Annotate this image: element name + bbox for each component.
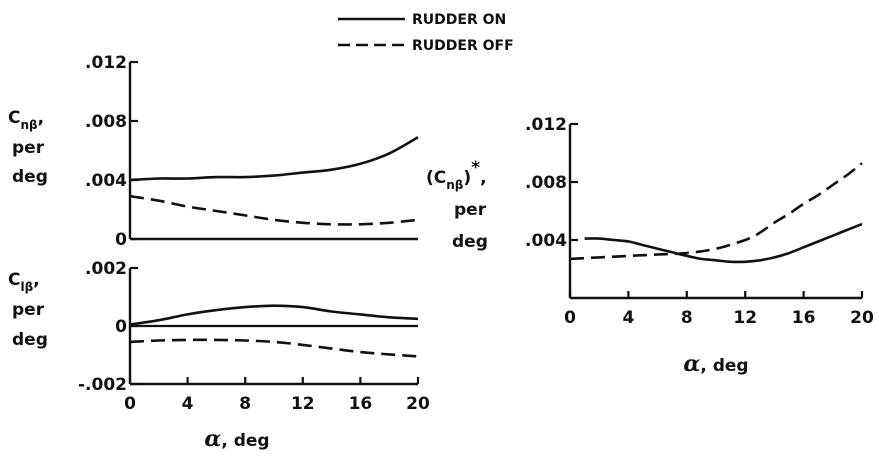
top-left-ytick-label: .012 [85,53,127,73]
top-left-series-rudder-on [129,136,419,182]
right-ylabel: (Cnβ)*, per deg [426,158,488,252]
top-left-ylabel-sub: nβ [20,118,38,132]
top-left-ylabel-deg: deg [12,167,48,187]
bottom-left-xtick-label: 8 [239,394,251,414]
right-xlabel: α, deg [683,351,748,377]
bottom-left-ylabel-c: Clβ, [8,270,40,294]
right-ylabel-star: * [471,158,480,178]
bottom-left-ylabel-per: per [12,300,45,320]
right-ylabel-comma: , [480,168,486,188]
right-xtick-label: 4 [622,308,634,328]
left-xlabel-symbol: α [204,426,221,452]
right-ylabel-main: (Cnβ)*, [426,158,487,192]
right-xtick-label: 20 [850,308,874,328]
top-left-series-rudder-off [129,194,419,226]
bottom-left-ylabel: Clβ, per deg [8,270,48,350]
right-series-rudder-on [584,222,863,264]
bottom-left-ylabel-comma: , [33,270,39,290]
legend: RUDDER ON RUDDER OFF [338,12,514,54]
right-ylabel-deg: deg [452,232,488,252]
right-ylabel-sub: nβ [446,178,464,192]
bottom-left-ylabel-deg: deg [12,330,48,350]
top-left-ytick-label: .004 [85,171,127,191]
bottom-left-xtick-label: 0 [124,394,136,414]
right-xtick-label: 16 [792,308,816,328]
bottom-left-xtick-label: 20 [406,394,430,414]
top-left-ytick-label: .008 [85,112,127,132]
top-left-ylabel: Cnβ, per deg [8,108,48,187]
legend-rudder-off-label: RUDDER OFF [412,38,514,54]
plot-top-left: .012 .008 .004 0 [85,53,419,250]
right-xtick-label: 0 [564,308,576,328]
right-xlabel-unit: , deg [700,356,748,376]
left-xlabel-unit: , deg [221,431,269,451]
bottom-left-xtick-label: 16 [349,394,373,414]
top-left-ylabel-c: Cnβ, [8,108,44,132]
top-left-ytick-label: 0 [115,230,127,250]
bottom-left-series-rudder-on [129,304,419,326]
bottom-left-ytick-label: .002 [85,259,127,279]
top-left-ylabel-comma: , [38,108,44,128]
bottom-left-ylabel-sub: lβ [20,280,33,294]
legend-rudder-on-label: RUDDER ON [412,12,506,28]
bottom-left-xtick-label: 12 [291,394,315,414]
right-ytick-label: .012 [525,115,567,135]
right-ytick-label: .008 [525,173,567,193]
right-xtick-label: 8 [681,308,693,328]
right-series-rudder-off [569,162,863,261]
top-left-ylabel-per: per [12,138,45,158]
right-ylabel-open: (C [426,168,446,188]
plot-right: .012 .008 .004 0 4 8 12 16 20 [525,115,874,328]
bottom-left-series-rudder-off [129,338,419,358]
bottom-left-ylabel-main: C [8,270,20,290]
bottom-left-ytick-label: -.002 [78,375,127,395]
bottom-left-ytick-label: 0 [115,317,127,337]
right-ylabel-close: ) [463,168,471,188]
top-left-ylabel-main: C [8,108,20,128]
bottom-left-xtick-label: 4 [182,394,194,414]
right-ytick-label: .004 [525,231,567,251]
left-xlabel: α, deg [204,426,269,452]
right-ylabel-per: per [454,200,487,220]
right-xtick-label: 12 [733,308,757,328]
right-xlabel-symbol: α [683,351,700,377]
